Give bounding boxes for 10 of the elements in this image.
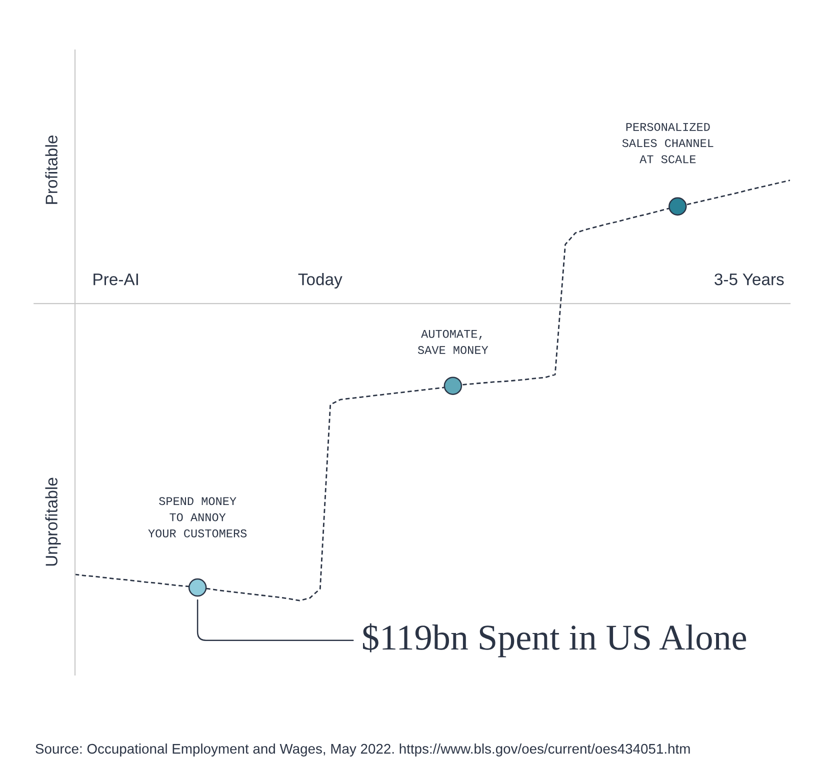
annotation: SPEND MONEY TO ANNOY YOUR CUSTOMERS (148, 497, 247, 538)
text: $119bn Spent in US Alone (363, 623, 746, 658)
text: Profitable (45, 136, 58, 204)
x-tick-label: 3-5 Years (714, 273, 784, 286)
x-tick-label: Today (298, 273, 342, 289)
text: Unprofitable (45, 478, 61, 566)
source-note: Source: Occupational Employment and Wages, May 2022. https://www.bls.gov/oes/current/oes434051.htm (36, 744, 690, 756)
annotation: AUTOMATE, SAVE MONEY (418, 330, 488, 354)
text: PERSONALIZED SALES CHANNEL AT SCALE (622, 122, 714, 164)
x-tick-label: Pre-AI (94, 274, 138, 286)
